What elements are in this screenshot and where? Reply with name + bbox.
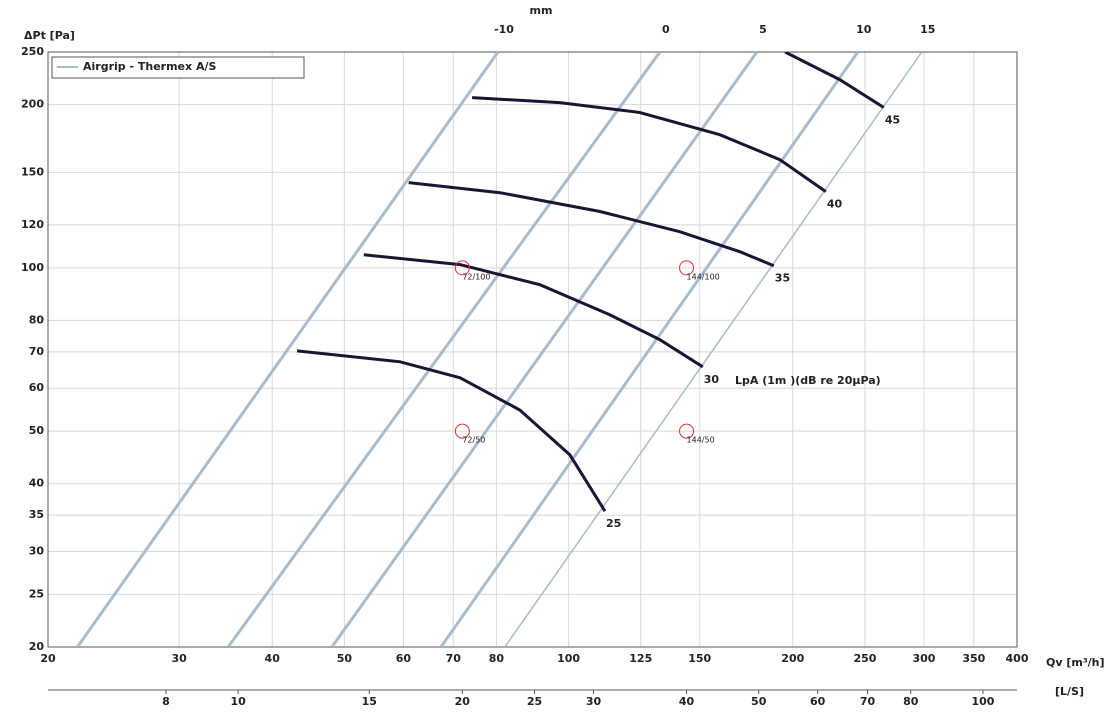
y-axis-title: ΔPt [Pa] bbox=[24, 29, 75, 42]
x-tick-label: 350 bbox=[962, 652, 985, 665]
y-tick-label: 20 bbox=[29, 640, 45, 653]
x-tick-label: 80 bbox=[489, 652, 505, 665]
throttle-line bbox=[226, 52, 662, 647]
x-tick-label: 30 bbox=[171, 652, 187, 665]
x2-tick-label: 30 bbox=[586, 695, 602, 708]
y-tick-label: 30 bbox=[29, 544, 45, 557]
curve-label: 35 bbox=[775, 272, 790, 285]
x-tick-label: 100 bbox=[557, 652, 580, 665]
point-marker bbox=[454, 423, 470, 439]
x2-tick-label: 40 bbox=[679, 695, 695, 708]
x-tick-label: 60 bbox=[396, 652, 412, 665]
x2-tick-label: 60 bbox=[810, 695, 826, 708]
point-label: 144/100 bbox=[687, 272, 720, 281]
throttle-line bbox=[439, 52, 860, 647]
x-tick-label: 125 bbox=[629, 652, 652, 665]
y-tick-label: 120 bbox=[21, 218, 44, 231]
x2-tick-label: 100 bbox=[971, 695, 994, 708]
annotation: LpA (1m )(dB re 20µPa) bbox=[735, 374, 881, 387]
sound-curve bbox=[296, 349, 607, 512]
y-tick-label: 40 bbox=[29, 477, 45, 490]
x2-tick-label: 80 bbox=[903, 695, 919, 708]
plot-frame bbox=[47, 51, 1018, 648]
x-axis-title: Qv [m³/h] bbox=[1046, 656, 1105, 669]
curve-label: 30 bbox=[704, 373, 720, 386]
y-tick-label: 25 bbox=[29, 587, 44, 600]
sound-curve bbox=[408, 181, 775, 268]
throttle-line bbox=[504, 52, 923, 647]
legend-label: Airgrip - Thermex A/S bbox=[83, 60, 216, 73]
point-label: 72/100 bbox=[462, 272, 490, 281]
point-marker bbox=[679, 423, 695, 439]
x2-tick-label: 10 bbox=[230, 695, 246, 708]
x-tick-label: 70 bbox=[446, 652, 462, 665]
top-tick-label: 10 bbox=[856, 23, 872, 36]
x-tick-label: 50 bbox=[337, 652, 353, 665]
x2-tick-label: 50 bbox=[751, 695, 767, 708]
y-tick-label: 200 bbox=[21, 98, 44, 111]
grid bbox=[47, 51, 1018, 648]
top-tick-label: 0 bbox=[662, 23, 670, 36]
x2-axis-title: [L/S] bbox=[1055, 685, 1084, 698]
sound-curve bbox=[472, 96, 827, 193]
x2-tick-label: 25 bbox=[527, 695, 542, 708]
curve-label: 25 bbox=[606, 517, 621, 530]
throttle-line bbox=[76, 52, 500, 647]
point-marker bbox=[454, 260, 470, 276]
point-marker bbox=[679, 260, 695, 276]
y-tick-label: 250 bbox=[21, 45, 44, 58]
y-tick-label: 50 bbox=[29, 424, 45, 437]
x-tick-label: 20 bbox=[40, 652, 56, 665]
x2-tick-label: 70 bbox=[860, 695, 876, 708]
x2-tick-label: 20 bbox=[455, 695, 471, 708]
curve-label: 40 bbox=[827, 198, 843, 211]
x-tick-label: 150 bbox=[688, 652, 711, 665]
sound-curve bbox=[784, 52, 885, 109]
x2-tick-label: 15 bbox=[362, 695, 377, 708]
y-tick-label: 35 bbox=[29, 508, 44, 521]
y-tick-label: 150 bbox=[21, 165, 44, 178]
y-tick-label: 70 bbox=[29, 345, 45, 358]
legend: Airgrip - Thermex A/S bbox=[51, 56, 305, 79]
x-tick-label: 40 bbox=[265, 652, 281, 665]
y-tick-label: 80 bbox=[29, 313, 45, 326]
throttle-line bbox=[330, 52, 759, 647]
top-tick-label: 15 bbox=[920, 23, 935, 36]
sound-curve bbox=[363, 253, 704, 369]
x-tick-label: 200 bbox=[781, 652, 804, 665]
point-label: 72/50 bbox=[462, 436, 485, 445]
y-tick-label: 60 bbox=[29, 381, 45, 394]
x-tick-label: 250 bbox=[853, 652, 876, 665]
top-tick-label: -10 bbox=[494, 23, 514, 36]
top-axis-title: mm bbox=[530, 4, 553, 17]
x-tick-label: 400 bbox=[1006, 652, 1029, 665]
top-tick-label: 5 bbox=[759, 23, 767, 36]
x2-tick-label: 8 bbox=[162, 695, 170, 708]
point-label: 144/50 bbox=[687, 436, 715, 445]
y-tick-label: 100 bbox=[21, 261, 44, 274]
x-tick-label: 300 bbox=[912, 652, 935, 665]
legend-box bbox=[51, 56, 305, 79]
curve-label: 45 bbox=[885, 114, 900, 127]
